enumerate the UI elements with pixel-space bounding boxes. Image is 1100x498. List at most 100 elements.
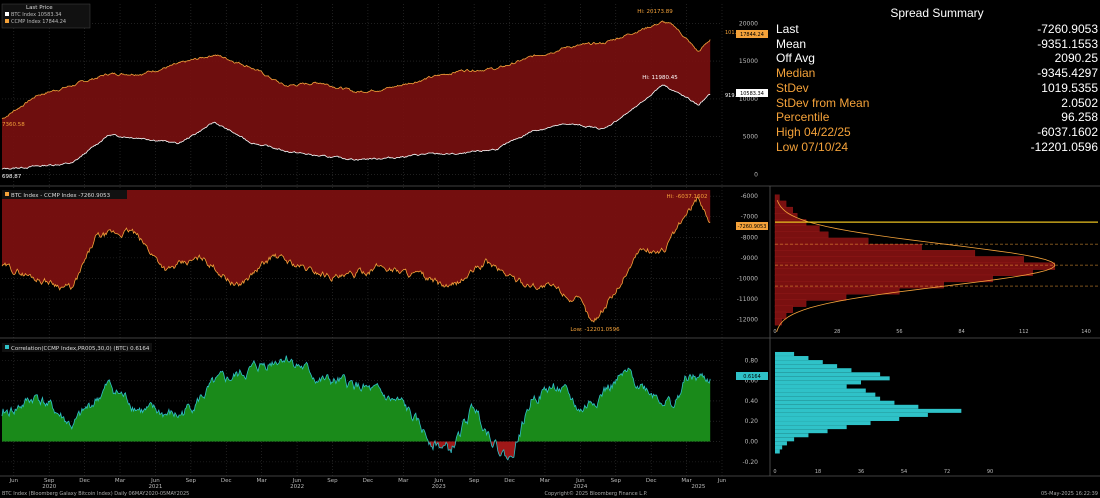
summary-label: StDev from Mean	[776, 95, 870, 110]
hist-x-tick: 56	[896, 329, 902, 335]
x-tick-label: Sep	[186, 478, 197, 484]
y-tick-label: 0	[754, 171, 758, 178]
y-tick-label: -10000	[737, 275, 758, 282]
summary-row: High 04/22/25 -6037.1602	[776, 125, 1098, 140]
hist-bar	[774, 305, 793, 313]
annotation-low-btc: 919.82	[725, 93, 743, 99]
hist-bar	[774, 206, 793, 215]
summary-label: Low 07/10/24	[776, 139, 849, 154]
x-tick-label: Dec	[504, 478, 515, 484]
y-tick-label: -12000	[737, 317, 758, 324]
ccmp-line	[1, 20, 711, 120]
hist-x-tick: 54	[901, 469, 907, 475]
summary-title: Spread Summary	[890, 6, 984, 20]
hist-x-tick: 90	[987, 469, 993, 475]
x-tick-label: Mar	[540, 478, 551, 484]
x-tick-label: Mar	[256, 478, 267, 484]
y-tick-label: 20000	[739, 20, 758, 27]
hist-bar	[775, 429, 828, 434]
y-tick-label: 5000	[743, 134, 758, 141]
x-year-label: 2020	[42, 484, 56, 490]
summary-row: StDev 1019.5355	[776, 81, 1098, 96]
ccmp-last-marker	[736, 30, 768, 38]
hist-bar	[774, 250, 976, 258]
x-tick-label: Jun	[9, 478, 19, 484]
legend-item-btc: BTC Index 10583.34	[11, 12, 61, 18]
x-tick-label: Mar	[398, 478, 409, 484]
hist-x-tick: 112	[1019, 329, 1029, 335]
summary-value: -7260.9053	[1037, 22, 1098, 36]
footer-left: BTC Index (Bloomberg Galaxy Bitcoin Inde…	[2, 491, 189, 497]
hist-bar	[775, 441, 787, 446]
hist-bar	[775, 380, 861, 385]
hist-bar	[774, 256, 1024, 264]
y-tick-label: 0.60	[745, 378, 759, 385]
hist-bar	[775, 396, 881, 401]
y-tick-label: 15000	[739, 58, 758, 65]
x-tick-label: Jun	[150, 478, 160, 484]
summary-row: Percentile 96.258	[776, 110, 1098, 125]
summary-label: High 04/22/25	[776, 124, 851, 139]
summary-row: Mean -9351.1553	[776, 37, 1098, 52]
hist-x-tick: 18	[815, 469, 821, 475]
hist-bar	[775, 372, 881, 377]
summary-row: Off Avg 2090.25	[776, 51, 1098, 66]
hist-bar	[775, 392, 876, 397]
legend-swatch-spread	[5, 192, 9, 196]
x-tick-label: Dec	[79, 478, 90, 484]
x-year-label: 2022	[290, 484, 304, 490]
y-tick-label: -9000	[741, 255, 759, 262]
btc-last-marker	[736, 89, 768, 97]
btc-last-label: 10583.34	[740, 91, 764, 97]
x-year-label: 2021	[148, 484, 162, 490]
hist-x-tick: 140	[1081, 329, 1091, 335]
summary-row: Last -7260.9053	[776, 22, 1098, 37]
hist-x-tick: 0	[773, 469, 776, 475]
x-tick-label: Mar	[681, 478, 692, 484]
y-tick-label: -8000	[741, 234, 759, 241]
summary-value: -9345.4297	[1037, 66, 1098, 81]
x-tick-label: Sep	[44, 478, 55, 484]
spread-line	[1, 196, 711, 323]
summary-label: StDev	[776, 80, 809, 95]
hist-bar	[775, 425, 847, 430]
spread-fill-area	[2, 21, 711, 170]
hist-bar	[775, 388, 866, 393]
x-tick-label: Sep	[469, 478, 480, 484]
legend-swatch-btc	[5, 12, 9, 16]
summary-value: -6037.1602	[1037, 124, 1098, 139]
y-tick-label: 0.80	[745, 357, 759, 364]
legend-item-ccmp: CCMP Index 17844.24	[11, 19, 66, 25]
x-tick-label: Jun	[292, 478, 302, 484]
summary-label: Last	[776, 22, 799, 36]
hist-bar	[775, 433, 809, 438]
legend-box	[1, 3, 91, 29]
summary-row: Low 07/10/24 -12201.0596	[776, 140, 1098, 155]
legend-header: Last Price	[26, 5, 53, 11]
annotation-start-ccmp: 7360.58	[2, 122, 25, 128]
hist-bar	[774, 219, 807, 227]
hist-bar	[774, 243, 922, 252]
legend-swatch-corr	[5, 345, 9, 349]
hist-bar	[774, 231, 829, 239]
hist-bar	[774, 311, 787, 320]
summary-label: Median	[776, 66, 816, 81]
x-tick-label: Jun	[717, 478, 727, 484]
x-year-label: 2023	[432, 484, 446, 490]
hist-bar	[775, 412, 928, 417]
annotation-hi-btc: Hi: 11980.45	[642, 75, 678, 81]
x-tick-label: Jun	[433, 478, 443, 484]
hist-bar	[775, 356, 809, 361]
hist-bar	[775, 368, 852, 373]
hist-bar	[775, 360, 823, 365]
y-tick-label: 0.20	[745, 418, 759, 425]
hist-x-tick: 28	[834, 329, 840, 335]
hist-x-tick: 84	[958, 329, 964, 335]
summary-value: 2090.25	[1054, 51, 1098, 66]
summary-value: -12201.0596	[1030, 139, 1098, 154]
hist-bar	[775, 376, 890, 381]
annotation-hi-ccmp: Hi: 20173.89	[637, 9, 673, 15]
hist-bar	[774, 318, 782, 326]
corr-last-label: 0.6164	[743, 374, 761, 380]
